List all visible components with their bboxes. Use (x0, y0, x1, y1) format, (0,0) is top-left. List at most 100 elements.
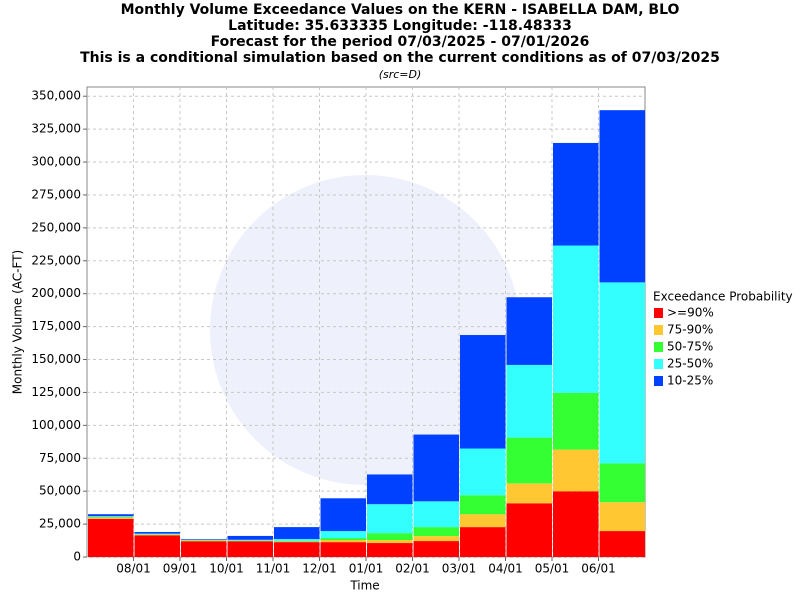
bar-segment (274, 542, 320, 557)
y-tick-label: 300,000 (31, 155, 81, 169)
bar-segment (460, 335, 506, 449)
y-axis-label: Monthly Volume (AC-FT) (11, 250, 25, 394)
bar-segment (599, 502, 645, 532)
y-tick-label: 75,000 (39, 451, 81, 465)
legend-label: 10-25% (667, 374, 713, 388)
bar-segment (88, 516, 134, 518)
bar-segment (413, 527, 459, 537)
bar-segment (320, 531, 366, 539)
bar-segment (553, 142, 599, 246)
bar-segment (274, 527, 320, 540)
y-tick-label: 100,000 (31, 418, 81, 432)
legend-title: Exceedance Probability (653, 290, 793, 304)
y-tick-label: 225,000 (31, 253, 81, 267)
bar-segment (599, 531, 645, 557)
legend-label: 25-50% (667, 357, 713, 371)
bar-segment (599, 110, 645, 283)
bar-segment (134, 531, 180, 534)
legend-swatch (654, 308, 663, 318)
bar-segment (460, 514, 506, 528)
bar-segment (227, 535, 273, 540)
bar-segment (134, 533, 180, 535)
x-tick-label: 08/01 (116, 562, 151, 576)
title-line: Latitude: 35.633335 Longitude: -118.4833… (228, 18, 572, 34)
bar-segment (413, 536, 459, 542)
y-tick-label: 175,000 (31, 319, 81, 333)
bar-segment (367, 543, 413, 557)
x-tick-label: 05/01 (535, 562, 570, 576)
bar-segment (553, 245, 599, 393)
y-tick-label: 125,000 (31, 385, 81, 399)
y-tick-label: 0 (73, 550, 81, 564)
x-tick-label: 12/01 (302, 562, 337, 576)
bar-segment (181, 540, 227, 542)
bar-segment (599, 463, 645, 503)
y-tick-label: 250,000 (31, 220, 81, 234)
bar-segment (88, 517, 134, 519)
bar-segment (367, 504, 413, 534)
bar-segment (506, 483, 552, 504)
x-tick-label: 02/01 (395, 562, 430, 576)
title-line: This is a conditional simulation based o… (80, 50, 720, 66)
bar-segment (274, 540, 320, 542)
bar-segment (320, 540, 366, 543)
bar-segment (460, 527, 506, 557)
bar-segment (181, 541, 227, 557)
bar-segment (367, 533, 413, 541)
bar-segment (181, 539, 227, 540)
bar-segment (320, 498, 366, 532)
bar-segment (134, 534, 180, 536)
legend-label: 75-90% (667, 323, 713, 337)
x-tick-label: 04/01 (488, 562, 523, 576)
legend-label: 50-75% (667, 340, 713, 354)
x-tick-label: 01/01 (349, 562, 384, 576)
title-line: Forecast for the period 07/03/2025 - 07/… (211, 34, 590, 50)
subtitle: (src=D) (379, 68, 422, 81)
bar-segment (274, 539, 320, 541)
legend-swatch (654, 325, 663, 335)
x-tick-label: 09/01 (163, 562, 198, 576)
bar-segment (367, 540, 413, 544)
bar-segment (460, 495, 506, 515)
bar-segment (553, 449, 599, 492)
y-tick-label: 150,000 (31, 352, 81, 366)
bar-segment (553, 491, 599, 557)
bar-segment (320, 542, 366, 557)
bar-segment (413, 501, 459, 528)
bar-segment (227, 539, 273, 541)
bar-segment (413, 434, 459, 502)
y-tick-label: 325,000 (31, 122, 81, 136)
bar-segment (506, 437, 552, 484)
bar-segment (460, 448, 506, 496)
bar-segment (134, 535, 180, 557)
bar-segment (413, 541, 459, 557)
x-axis-label: Time (349, 579, 379, 593)
bar-segment (88, 516, 134, 517)
y-tick-label: 200,000 (31, 286, 81, 300)
bar-segment (553, 392, 599, 450)
x-tick-label: 11/01 (256, 562, 291, 576)
y-tick-label: 25,000 (39, 517, 81, 531)
x-tick-label: 03/01 (442, 562, 477, 576)
y-tick-label: 275,000 (31, 187, 81, 201)
bar-segment (506, 297, 552, 365)
legend-swatch (654, 376, 663, 386)
bar-segment (506, 364, 552, 438)
bar-segment (599, 282, 645, 464)
y-tick-label: 350,000 (31, 89, 81, 103)
bar-segment (88, 518, 134, 557)
legend-label: >=90% (667, 306, 714, 320)
bar-segment (320, 538, 366, 541)
legend-swatch (654, 359, 663, 369)
legend-swatch (654, 342, 663, 352)
bar-segment (274, 541, 320, 543)
x-tick-label: 06/01 (581, 562, 616, 576)
x-tick-label: 10/01 (209, 562, 244, 576)
watermark (210, 175, 520, 485)
bar-segment (88, 514, 134, 517)
bar-segment (367, 474, 413, 505)
y-tick-label: 50,000 (39, 484, 81, 498)
bar-segment (506, 503, 552, 557)
bar-segment (227, 541, 273, 557)
